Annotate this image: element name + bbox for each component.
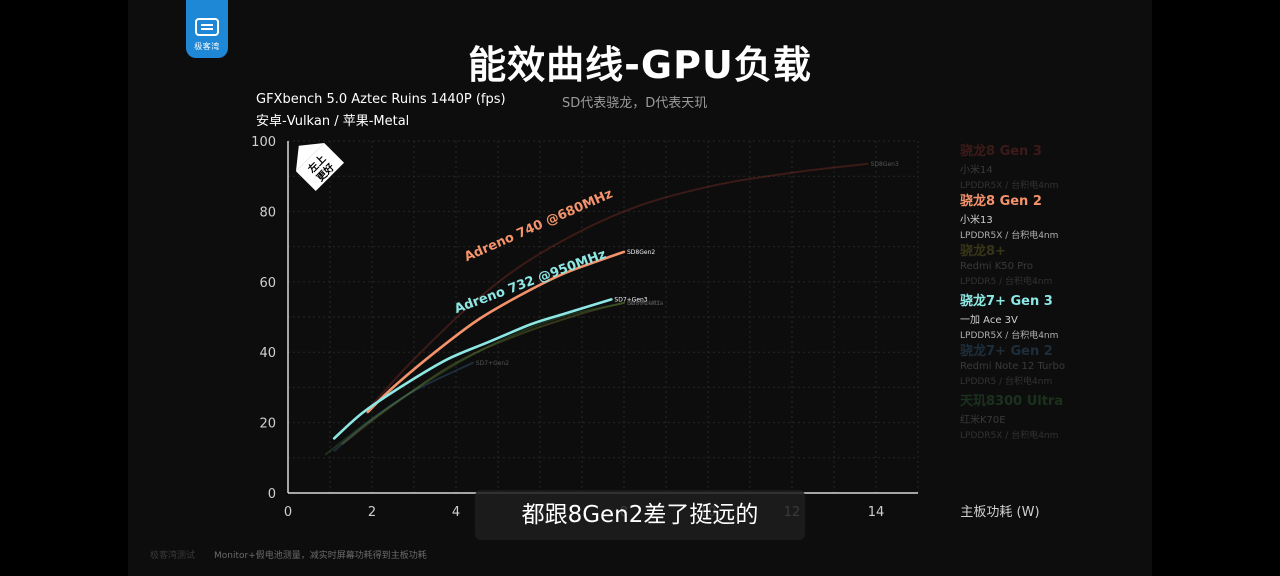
y-tick-label: 0 — [268, 487, 276, 502]
y-tick-label: 100 — [251, 135, 276, 150]
x-tick-label: 0 — [284, 505, 292, 520]
series-end-label: D8300 Ultra — [627, 300, 664, 307]
benchmark-label: GFXbench 5.0 Aztec Ruins 1440P (fps) — [256, 92, 506, 107]
legend-spec: LPDDR5X / 台积电4nm — [960, 431, 1059, 441]
x-tick-label: 14 — [868, 505, 885, 520]
legend-device: 红米K70E — [960, 415, 1006, 426]
legend-spec: LPDDR5X / 台积电4nm — [960, 231, 1059, 241]
legend-chip-name: 骁龙8+ — [960, 244, 1006, 259]
series-line — [366, 250, 626, 414]
legend-chip-name: 骁龙7+ Gen 2 — [960, 344, 1053, 359]
legend-item: 骁龙8+ Redmi K50 Pro LPDDR5 / 台积电4nm — [960, 240, 1150, 290]
legend-device: Redmi K50 Pro — [960, 261, 1034, 272]
legend-spec: LPDDR5 / 台积电4nm — [960, 377, 1053, 387]
legend-item: 骁龙7+ Gen 3 一加 Ace 3V LPDDR5X / 台积电4nm — [960, 290, 1150, 341]
legend-item: 骁龙8 Gen 2 小米13 LPDDR5X / 台积电4nm — [960, 190, 1150, 241]
footer-note: Monitor+假电池测量，减实时屏幕功耗得到主板功耗 — [214, 551, 427, 561]
legend-item: 骁龙8 Gen 3 小米14 LPDDR5X / 台积电4nm — [960, 140, 1150, 191]
legend-item: 骁龙7+ Gen 2 Redmi Note 12 Turbo LPDDR5 / 台积… — [960, 340, 1150, 390]
series-line — [333, 361, 474, 452]
legend-spec: LPDDR5 / 台积电4nm — [960, 277, 1053, 287]
legend: 骁龙8 Gen 3 小米14 LPDDR5X / 台积电4nm 骁龙8 Gen 2 小米… — [960, 140, 1150, 441]
legend-spec: LPDDR5X / 台积电4nm — [960, 331, 1059, 341]
legend-chip-name: 骁龙8 Gen 2 — [960, 194, 1042, 209]
y-tick-label: 20 — [259, 417, 276, 432]
series-end-label: SD8Gen2 — [627, 249, 655, 256]
api-label: 安卓-Vulkan / 苹果-Metal — [256, 114, 410, 129]
legend-spec: LPDDR5X / 台积电4nm — [960, 181, 1059, 191]
footer-brand: 极客湾测试 — [150, 551, 196, 561]
legend-item: 天玑8300 Ultra 红米K70E LPDDR5X / 台积电4nm — [960, 390, 1150, 441]
y-tick-label: 80 — [259, 205, 276, 220]
video-subtitle: 都跟8Gen2差了挺远的 — [475, 490, 805, 540]
series-line — [341, 301, 625, 445]
logo-icon — [195, 18, 219, 36]
x-tick-label: 2 — [368, 505, 376, 520]
series-line — [324, 301, 625, 456]
legend-device: Redmi Note 12 Turbo — [960, 361, 1065, 372]
legend-device: 小米14 — [960, 165, 993, 176]
series-end-label: SD7+Gen2 — [476, 360, 509, 367]
x-tick-label: 4 — [452, 505, 460, 520]
series-line — [371, 162, 869, 406]
legend-chip-name: 骁龙8 Gen 3 — [960, 144, 1042, 159]
legend-device: 一加 Ace 3V — [960, 315, 1018, 326]
page-title: 能效曲线-GPU负载 — [468, 43, 812, 87]
legend-chip-name: 天玑8300 Ultra — [960, 394, 1064, 409]
x-axis-title: 主板功耗 (W) — [960, 505, 1039, 520]
badge-box — [295, 142, 345, 192]
series-end-label: SD8+Gen1 — [627, 300, 660, 307]
legend-chip-name: 骁龙7+ Gen 3 — [960, 294, 1053, 309]
legend-device: 小米13 — [960, 215, 993, 226]
axes: 02468101214020406080100主板功耗 (W) — [251, 135, 1039, 520]
series-end-label: SD8Gen3 — [871, 161, 899, 168]
video-frame — [128, 0, 1152, 576]
series-line — [332, 298, 613, 440]
y-tick-label: 60 — [259, 276, 276, 291]
abbreviation-note: SD代表骁龙，D代表天玑 — [562, 96, 708, 111]
series-labels: SD8Gen3 SD8+Gen1 SD7+Gen2 D8300 Ultra SD8Gen… — [453, 161, 899, 367]
logo-text: 极客湾 — [194, 42, 220, 51]
series-end-label: SD7+Gen3 — [614, 296, 647, 303]
grid — [288, 140, 919, 493]
y-tick-label: 40 — [259, 346, 276, 361]
series-lines — [324, 162, 869, 456]
channel-logo: 极客湾 — [186, 0, 228, 58]
